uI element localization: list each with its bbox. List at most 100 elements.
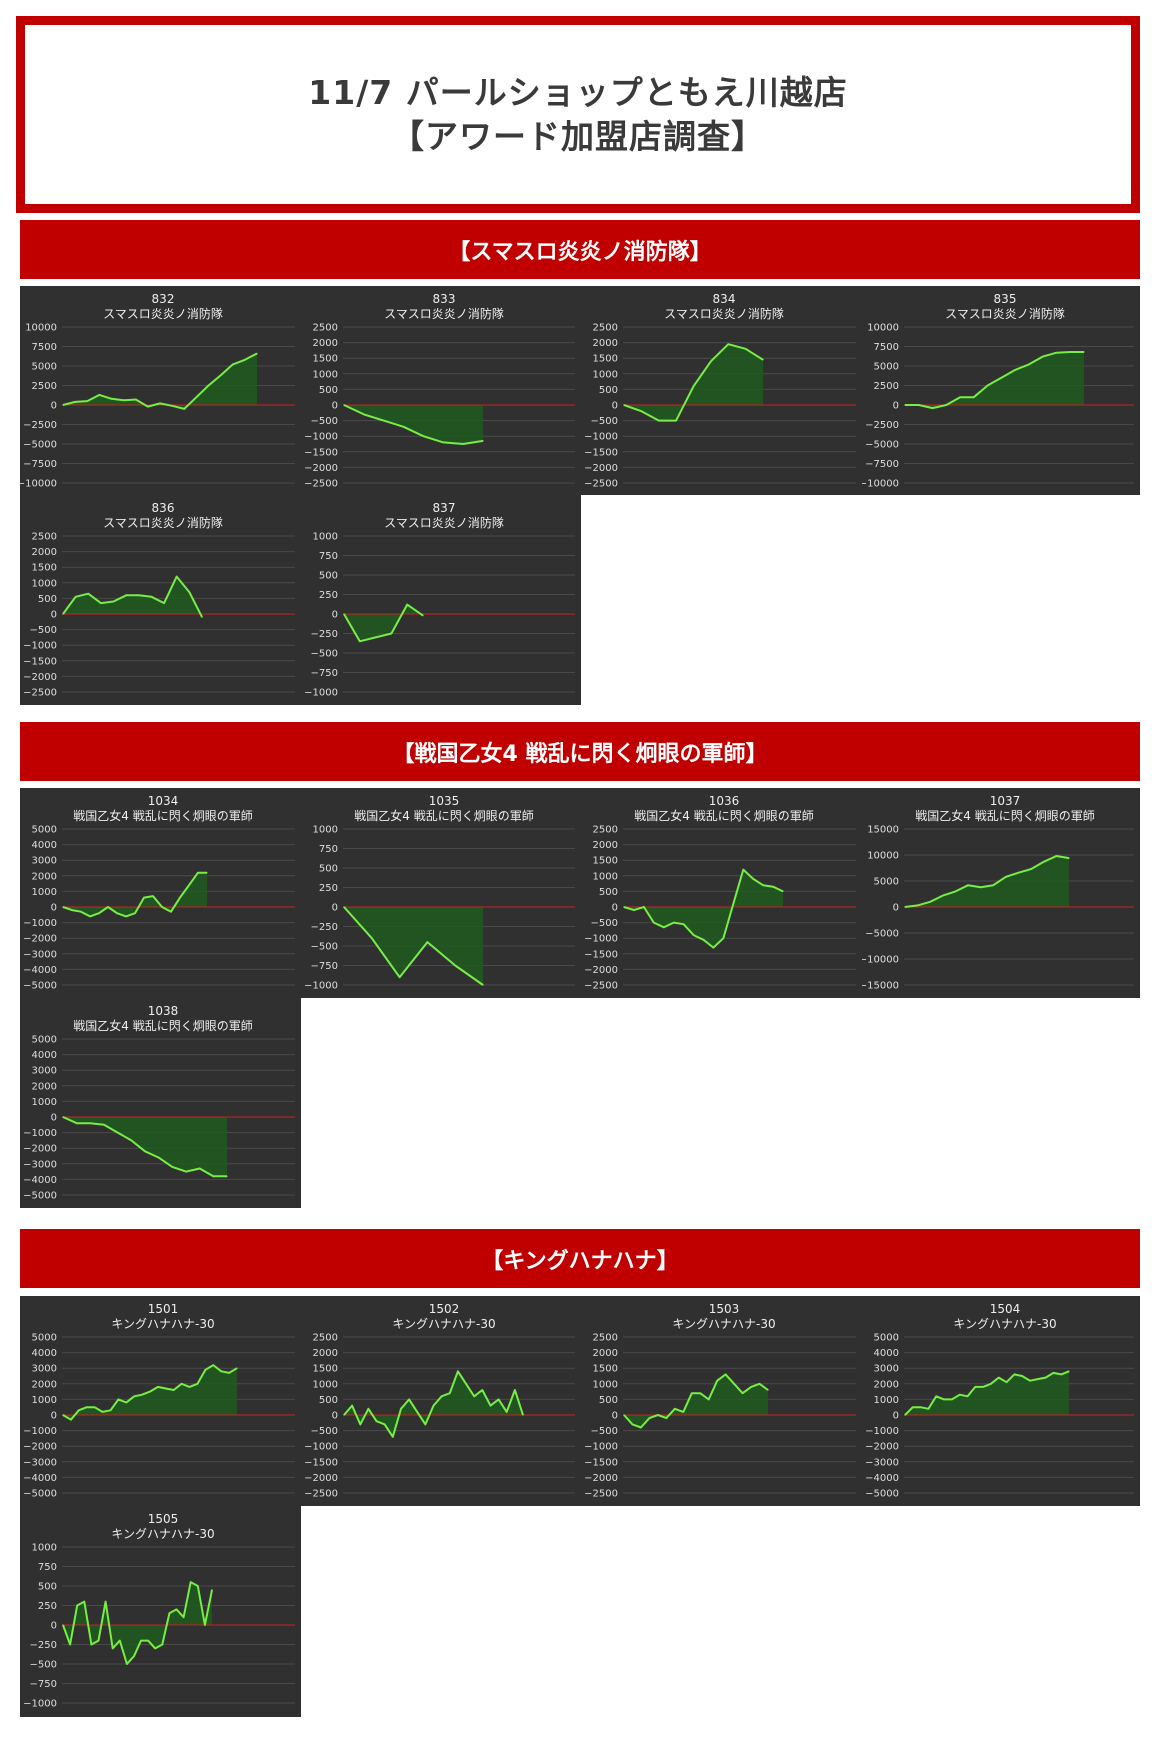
series-area [905,352,1084,409]
data-point [125,594,127,596]
y-tick-label: −1000 [23,1699,57,1710]
y-tick-label: −2500 [23,688,57,699]
data-point [482,984,484,986]
chart-id-label: 1504 [990,1302,1021,1316]
data-point [188,591,190,593]
data-point [653,922,655,924]
chart-panel-1035: 1035 戦国乙女4 戦乱に閃く炯眼の軍師 1000 750 500 250 0 −250 −5… [301,788,581,998]
data-point [228,1372,230,1374]
data-point [992,884,994,886]
y-tick-label: 10000 [867,323,899,334]
y-tick-label: −2000 [865,1442,899,1453]
y-tick-label: −4000 [23,965,57,976]
y-tick-label: −2500 [23,420,57,431]
y-tick-label: 5000 [874,877,899,888]
data-point [163,602,165,604]
data-point [117,1398,119,1400]
data-point [204,1624,206,1626]
data-point [112,1647,114,1649]
data-point [733,1383,735,1385]
y-tick-label: −2000 [304,1473,338,1484]
data-point [98,394,100,396]
data-point [119,1640,121,1642]
y-tick-label: −2000 [584,965,618,976]
series-line [62,575,203,618]
data-point [918,404,920,406]
y-tick-label: −1500 [304,1457,338,1468]
data-point [181,1383,183,1385]
series-line [904,1370,1070,1416]
data-point [140,1640,142,1642]
y-tick-label: 1500 [593,354,618,365]
data-point [712,947,714,949]
y-tick-label: 3000 [32,1364,57,1375]
data-point [87,593,89,595]
y-tick-label: −3000 [23,1159,57,1170]
chart-title: スマスロ炎炎ノ消防隊 [664,306,784,321]
y-tick-label: 0 [51,1411,57,1422]
data-point [212,1364,214,1366]
data-point [154,1647,156,1649]
y-tick-label: −5000 [23,981,57,992]
y-tick-label: −1000 [23,1426,57,1437]
y-tick-label: 2000 [313,1348,338,1359]
data-point [935,1395,937,1397]
data-point [175,1608,178,1610]
data-point [211,1589,213,1591]
data-point [1068,857,1070,859]
y-tick-label: −1000 [304,981,338,992]
data-point [708,1398,710,1400]
data-point [1055,855,1057,857]
data-point [462,443,464,445]
y-tick-label: 750 [319,551,338,562]
data-point [86,1406,88,1408]
data-point [71,909,73,911]
y-tick-label: 500 [599,385,618,396]
data-point [998,1377,1000,1379]
y-tick-label: 500 [599,1395,618,1406]
data-point [623,404,625,406]
data-point [927,1408,929,1410]
data-point [675,420,677,422]
y-tick-label: 2000 [593,840,618,851]
y-tick-label: 7500 [32,342,57,353]
data-point [168,1612,170,1614]
data-point [157,1386,159,1388]
data-point [473,1395,475,1397]
data-point [640,1426,642,1429]
y-tick-label: 3000 [874,1364,899,1375]
data-point [987,384,989,387]
data-point [640,410,642,412]
y-tick-label: 2500 [313,323,338,334]
chart-title: スマスロ炎炎ノ消防隊 [103,515,223,530]
data-point [183,1616,185,1618]
y-tick-label: −2000 [23,1442,57,1453]
data-point [643,906,645,908]
chart-panel-1037: 1037 戦国乙女4 戦乱に閃く炯眼の軍師 15000 10000 5000 0 −5000… [862,788,1140,998]
series-area [905,1371,1069,1415]
data-point [665,1417,667,1419]
data-point [732,903,734,905]
data-point [359,640,361,642]
series-line [904,855,1070,908]
data-point [138,594,140,596]
data-point [514,1389,516,1391]
data-point [69,1643,71,1646]
y-tick-label: −4000 [23,1473,57,1484]
data-point [343,613,345,615]
data-point [89,1122,91,1124]
data-point [220,374,222,376]
data-point [1068,1370,1070,1372]
data-point [62,404,64,406]
data-point [942,895,944,897]
data-point [767,1389,769,1391]
y-tick-label: 1000 [313,825,338,836]
y-tick-label: −500 [30,625,57,636]
data-point [383,420,385,422]
data-point [390,632,392,635]
y-tick-label: 2000 [313,338,338,349]
report-title: 11/7 パールショップともえ川越店 [308,72,848,112]
y-tick-label: −1000 [304,1442,338,1453]
